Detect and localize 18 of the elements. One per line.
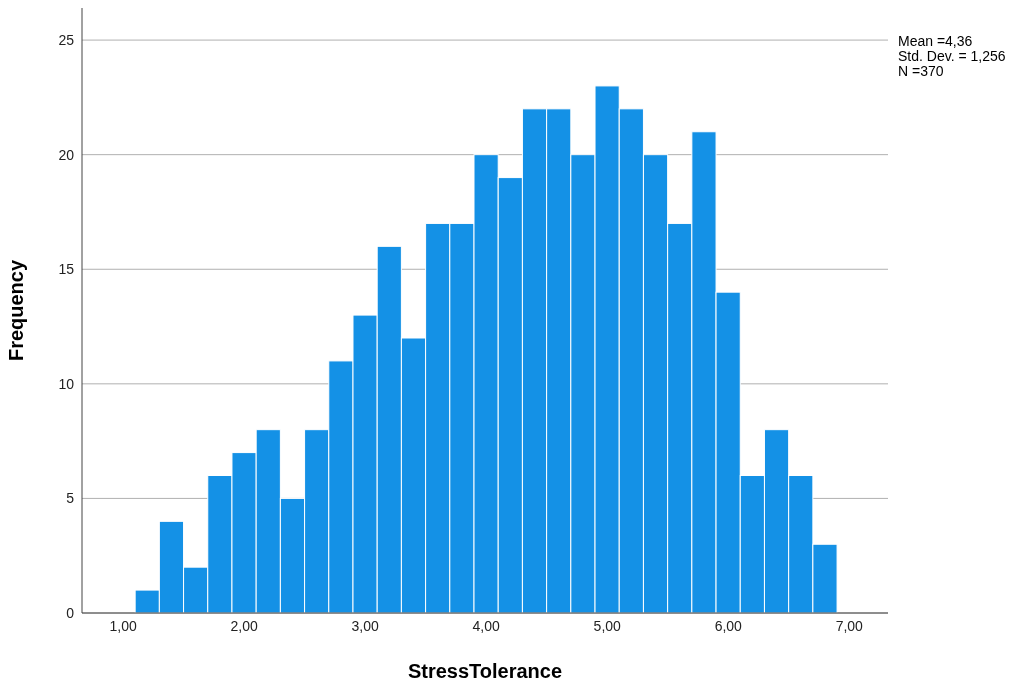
- y-tick-label: 0: [66, 604, 75, 621]
- y-tick-label: 10: [58, 375, 75, 392]
- text: N =370: [898, 63, 945, 79]
- y-axis-title: Frequency: [5, 259, 28, 362]
- x-tick-label: 1,00: [109, 617, 137, 634]
- y-tick-label: 15: [58, 261, 75, 278]
- y-tick-label: 25: [58, 32, 75, 49]
- text: Std. Dev. = 1,256: [898, 48, 1006, 64]
- y-tick-label: 5: [66, 490, 75, 507]
- x-tick-label: 5,00: [593, 617, 622, 634]
- text: Mean =4,36: [898, 33, 974, 49]
- x-axis-title: StressTolerance: [407, 660, 563, 682]
- x-tick-label: 7,00: [835, 617, 864, 634]
- x-tick-label: 3,00: [351, 617, 380, 634]
- x-tick-label: 4,00: [472, 617, 501, 634]
- x-tick-label: 2,00: [230, 617, 259, 634]
- x-tick-label: 6,00: [714, 617, 743, 634]
- y-tick-label: 20: [58, 146, 75, 163]
